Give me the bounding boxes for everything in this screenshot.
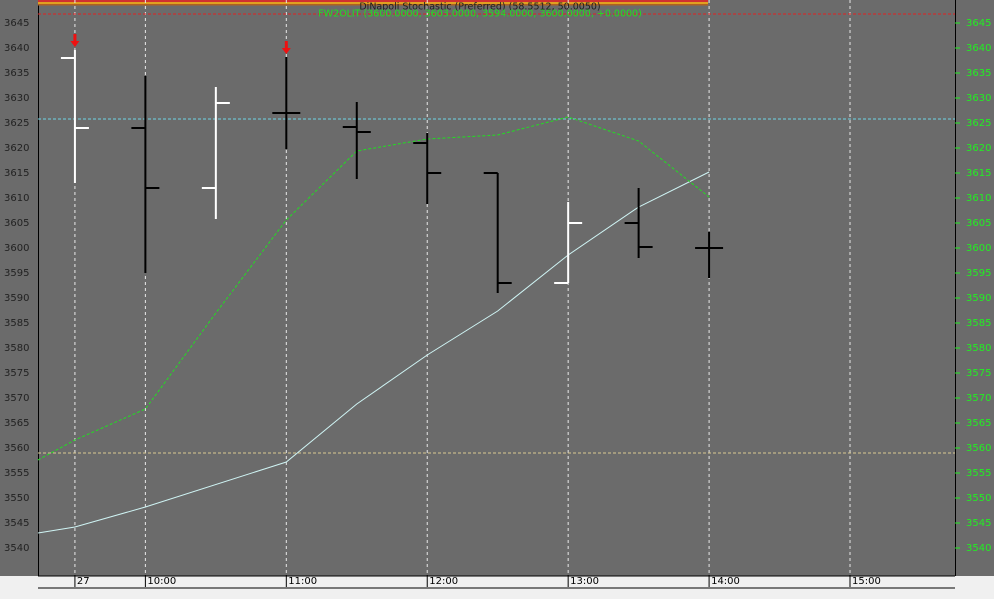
y-tick-label-right: 3540	[966, 543, 991, 554]
y-tick-label: 3580	[4, 343, 29, 354]
y-tick-label: 3630	[4, 93, 29, 104]
signal-arrow	[70, 34, 80, 47]
y-tick-label: 3550	[4, 493, 29, 504]
y-tick-label-right: 3555	[966, 468, 991, 479]
y-tick-label-right: 3580	[966, 343, 991, 354]
y-tick-label: 3640	[4, 43, 29, 54]
y-tick-label: 3555	[4, 468, 29, 479]
y-tick-label: 3610	[4, 193, 29, 204]
x-tick-label: 11:00	[288, 576, 317, 587]
y-tick-label-right: 3645	[966, 18, 991, 29]
y-tick-label: 3615	[4, 168, 29, 179]
y-tick-label: 3605	[4, 218, 29, 229]
indicator-strip	[38, 0, 708, 2]
y-tick-label-right: 3605	[966, 218, 991, 229]
x-tick-label: 10:00	[147, 576, 176, 587]
y-tick-label-right: 3590	[966, 293, 991, 304]
indicator-strip	[38, 2, 708, 4]
y-tick-label: 3565	[4, 418, 29, 429]
y-tick-label-right: 3585	[966, 318, 991, 329]
y-tick-label: 3635	[4, 68, 29, 79]
y-tick-label: 3585	[4, 318, 29, 329]
y-tick-label-right: 3630	[966, 93, 991, 104]
y-tick-label: 3545	[4, 518, 29, 529]
indicator-line	[37, 116, 710, 461]
y-tick-label-right: 3610	[966, 193, 991, 204]
y-tick-label: 3645	[4, 18, 29, 29]
x-tick-label: 14:00	[711, 576, 740, 587]
indicator-strip	[38, 4, 708, 6]
y-tick-label: 3595	[4, 268, 29, 279]
y-tick-label: 3570	[4, 393, 29, 404]
y-tick-label: 3620	[4, 143, 29, 154]
y-tick-label-right: 3615	[966, 168, 991, 179]
annotation: FW2OLIT (3600.0000, 3603.0000, 3594.0000…	[318, 9, 642, 20]
y-tick-label: 3625	[4, 118, 29, 129]
x-tick-label: 15:00	[852, 576, 881, 587]
x-tick-label: 12:00	[429, 576, 458, 587]
indicator-line	[37, 171, 710, 534]
x-tick-label: 13:00	[570, 576, 599, 587]
y-tick-label-right: 3595	[966, 268, 991, 279]
y-tick-label: 3560	[4, 443, 29, 454]
signal-arrow	[281, 41, 291, 54]
y-tick-label: 3540	[4, 543, 29, 554]
y-tick-label-right: 3620	[966, 143, 991, 154]
y-tick-label-right: 3575	[966, 368, 991, 379]
annotation: DiNapoli Stochastic (Preferred) (58.5512…	[359, 2, 600, 13]
x-tick-label: 27	[77, 576, 90, 587]
y-tick-label-right: 3565	[966, 418, 991, 429]
y-tick-label-right: 3545	[966, 518, 991, 529]
y-tick-label-right: 3625	[966, 118, 991, 129]
y-tick-label: 3590	[4, 293, 29, 304]
y-tick-label-right: 3635	[966, 68, 991, 79]
y-tick-label-right: 3600	[966, 243, 991, 254]
y-tick-label-right: 3550	[966, 493, 991, 504]
y-tick-label-right: 3570	[966, 393, 991, 404]
y-tick-label: 3575	[4, 368, 29, 379]
y-tick-label-right: 3560	[966, 443, 991, 454]
y-tick-label: 3600	[4, 243, 29, 254]
y-tick-label-right: 3640	[966, 43, 991, 54]
